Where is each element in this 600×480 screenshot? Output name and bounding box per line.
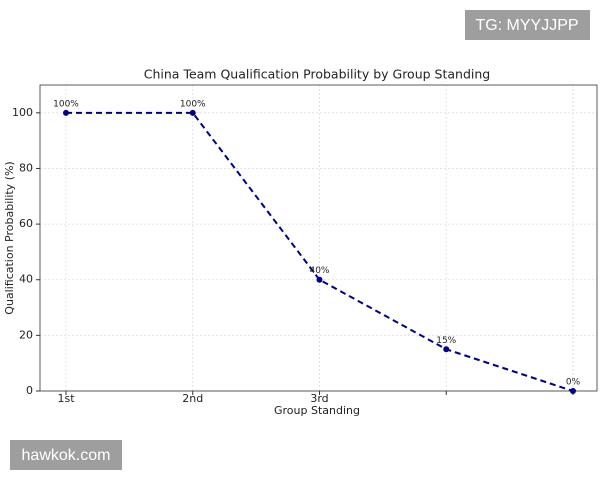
- watermark: TG: MYYJJPP: [475, 17, 578, 34]
- y-axis-label: Qualification Probability (%): [3, 161, 16, 314]
- data-label: 0%: [566, 378, 581, 388]
- line: [66, 111, 574, 392]
- y-tick-label: 20: [19, 328, 33, 341]
- point: [316, 276, 323, 283]
- x-axis-label: Group Standing: [274, 404, 360, 417]
- plot-frame: [39, 84, 598, 392]
- y-tick-label: 40: [19, 273, 33, 286]
- point: [63, 109, 69, 116]
- y-tick-label: 100: [12, 106, 33, 119]
- y-tick-label: 0: [26, 384, 33, 397]
- watermark-box: [10, 440, 122, 470]
- y-tick-label: 60: [19, 217, 33, 230]
- data-label: 100%: [53, 99, 79, 109]
- data-label: 15%: [436, 336, 456, 346]
- watermark-box: [465, 10, 590, 40]
- x-tick-label: 1st: [57, 392, 75, 405]
- point: [189, 109, 196, 116]
- point: [443, 346, 450, 353]
- data-label: 100%: [180, 99, 206, 109]
- watermark: hawkok.com: [22, 447, 111, 464]
- x-tick-label: 3rd: [310, 392, 328, 405]
- chart-title: China Team Qualification Probability by …: [144, 67, 490, 82]
- x-tick-label: 2nd: [182, 392, 203, 405]
- point: [570, 388, 576, 394]
- y-tick-label: 80: [19, 161, 33, 174]
- data-label: 40%: [309, 266, 329, 276]
